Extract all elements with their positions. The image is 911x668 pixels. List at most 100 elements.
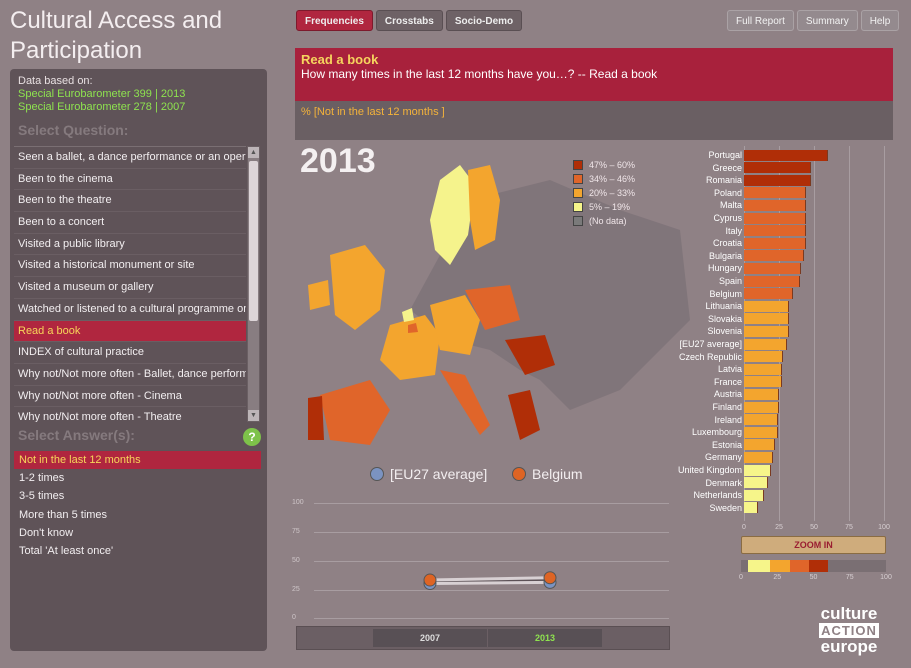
question-item[interactable]: Been to the cinema	[14, 169, 246, 191]
answer-item[interactable]: 1-2 times	[19, 472, 65, 485]
legend-label: (No data)	[589, 216, 627, 226]
answer-item[interactable]: 3-5 times	[19, 490, 65, 503]
country-bar[interactable]	[744, 313, 789, 325]
question-item[interactable]: Why not/Not more often - Theatre	[14, 407, 246, 422]
country-label: Croatia	[712, 238, 742, 249]
tab-frequencies[interactable]: Frequencies	[296, 10, 373, 31]
country-bar[interactable]	[744, 401, 779, 413]
zoom-range-bar[interactable]: 0 25 50 75 100	[739, 560, 892, 581]
country-bar[interactable]	[744, 489, 764, 501]
x-tick-label: 75	[845, 524, 853, 531]
y-tick-50: 50	[292, 557, 300, 564]
year-2013-button[interactable]: 2013	[488, 629, 602, 647]
scroll-down-icon[interactable]: ▼	[248, 410, 259, 421]
country-bar[interactable]	[744, 464, 771, 476]
country-bar[interactable]	[744, 237, 806, 249]
map-finland[interactable]	[468, 165, 500, 250]
trend-lines	[423, 571, 557, 590]
map-ireland[interactable]	[308, 280, 330, 310]
map-year: 2013	[300, 142, 376, 180]
answer-item[interactable]: Don't know	[19, 526, 74, 539]
question-item[interactable]: Visited a historical monument or site	[14, 255, 246, 278]
map-uk[interactable]	[330, 245, 385, 330]
question-item[interactable]: Been to a concert	[14, 212, 246, 234]
year-2007-button[interactable]: 2007	[373, 629, 487, 647]
country-bar[interactable]	[744, 162, 812, 174]
logo-line1: culture	[820, 604, 878, 623]
tab-crosstabs[interactable]: Crosstabs	[375, 10, 443, 31]
belgium-point[interactable]	[543, 571, 557, 585]
question-item[interactable]: Why not/Not more often - Ballet, dance p…	[14, 364, 246, 386]
country-bar[interactable]	[744, 376, 782, 388]
question-item[interactable]: Seen a ballet, a dance performance or an…	[14, 147, 246, 169]
y-tick-100: 100	[292, 499, 304, 506]
question-item[interactable]: Read a book	[14, 320, 246, 343]
map-greece[interactable]	[508, 390, 540, 440]
scroll-up-icon[interactable]: ▲	[248, 147, 259, 158]
tab-socio-demo[interactable]: Socio-Demo	[445, 10, 523, 31]
country-bar[interactable]	[744, 199, 806, 211]
country-label: Spain	[718, 276, 742, 286]
country-bar[interactable]	[744, 250, 805, 262]
country-label: Germany	[704, 452, 742, 463]
country-bar[interactable]	[744, 212, 806, 224]
help-button[interactable]: Help	[860, 10, 900, 31]
country-bar[interactable]	[744, 414, 778, 426]
answer-item[interactable]: More than 5 times	[19, 508, 108, 521]
full-report-button[interactable]: Full Report	[727, 10, 794, 31]
legend-label: 20% – 33%	[589, 188, 636, 198]
country-bar[interactable]	[744, 451, 774, 463]
answer-item[interactable]: Not in the last 12 months	[14, 451, 261, 470]
country-bar[interactable]	[744, 426, 778, 438]
map-netherlands[interactable]	[402, 308, 414, 322]
country-bar[interactable]	[744, 363, 782, 375]
country-bar[interactable]	[744, 149, 828, 161]
map-sweden[interactable]	[430, 165, 475, 265]
country-bar[interactable]	[744, 388, 779, 400]
map-spain[interactable]	[320, 380, 390, 445]
map-poland[interactable]	[465, 285, 520, 330]
country-bar[interactable]	[744, 502, 758, 514]
question-item[interactable]: INDEX of cultural practice	[14, 342, 246, 364]
legend-label: 34% – 46%	[589, 174, 636, 184]
zoom-in-button[interactable]: ZOOM IN	[741, 536, 886, 554]
country-bar[interactable]	[744, 262, 802, 274]
country-bar[interactable]	[744, 275, 800, 287]
map-germany[interactable]	[430, 295, 480, 355]
belgium-dot-icon	[512, 467, 526, 481]
question-item[interactable]: Visited a museum or gallery	[14, 277, 246, 299]
question-item[interactable]: Watched or listened to a cultural progra…	[14, 299, 246, 321]
europe-map[interactable]	[290, 140, 690, 460]
question-item[interactable]: Why not/Not more often - Cinema	[14, 386, 246, 408]
country-label: Malta	[719, 200, 742, 211]
summary-button[interactable]: Summary	[796, 10, 858, 31]
country-bar[interactable]	[744, 477, 768, 489]
map-portugal[interactable]	[308, 396, 324, 440]
country-bar[interactable]	[744, 225, 806, 237]
zoom-tick-label: 100	[880, 574, 892, 581]
answer-item[interactable]: Total 'At least once'	[19, 544, 114, 557]
question-item[interactable]: Visited a public library	[14, 234, 246, 256]
country-bar[interactable]	[744, 288, 793, 300]
country-bar[interactable]	[744, 338, 788, 350]
scroll-thumb[interactable]	[249, 161, 258, 321]
map-belgium[interactable]	[408, 323, 418, 333]
country-bar[interactable]	[744, 300, 789, 312]
help-icon[interactable]: ?	[243, 428, 261, 446]
year-selector: 2007 2013	[296, 626, 670, 650]
legend-eu27[interactable]: [EU27 average]	[370, 466, 487, 482]
map-france[interactable]	[380, 315, 440, 380]
question-item[interactable]: Been to the theatre	[14, 190, 246, 213]
question-scrollbar[interactable]: ▲ ▼	[247, 146, 260, 422]
eu27-dot-icon	[370, 467, 384, 481]
country-bar[interactable]	[744, 325, 789, 337]
country-bar[interactable]	[744, 439, 775, 451]
map-romania[interactable]	[505, 335, 555, 375]
country-bar[interactable]	[744, 174, 812, 186]
country-bar[interactable]	[744, 187, 806, 199]
country-label: Estonia	[711, 439, 742, 450]
belgium-point[interactable]	[423, 573, 437, 587]
legend-belgium[interactable]: Belgium	[512, 466, 583, 482]
country-bar[interactable]	[744, 351, 784, 363]
map-italy[interactable]	[440, 370, 490, 435]
